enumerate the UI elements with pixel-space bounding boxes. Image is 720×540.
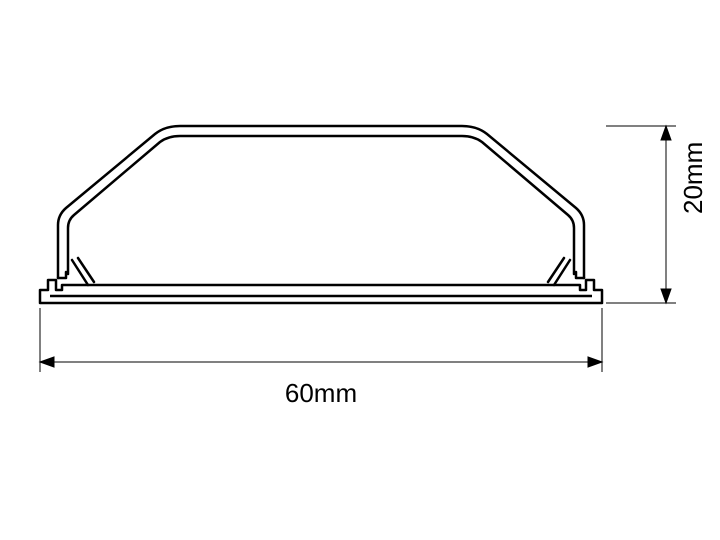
technical-drawing: 60mm 20mm bbox=[0, 0, 720, 540]
profile-base bbox=[40, 258, 602, 303]
profile-cover bbox=[58, 126, 584, 278]
dimension-height bbox=[606, 126, 676, 303]
height-dimension-label: 20mm bbox=[678, 142, 709, 214]
width-dimension-label: 60mm bbox=[0, 378, 642, 409]
drawing-svg bbox=[0, 0, 720, 540]
dimension-width bbox=[40, 308, 602, 372]
